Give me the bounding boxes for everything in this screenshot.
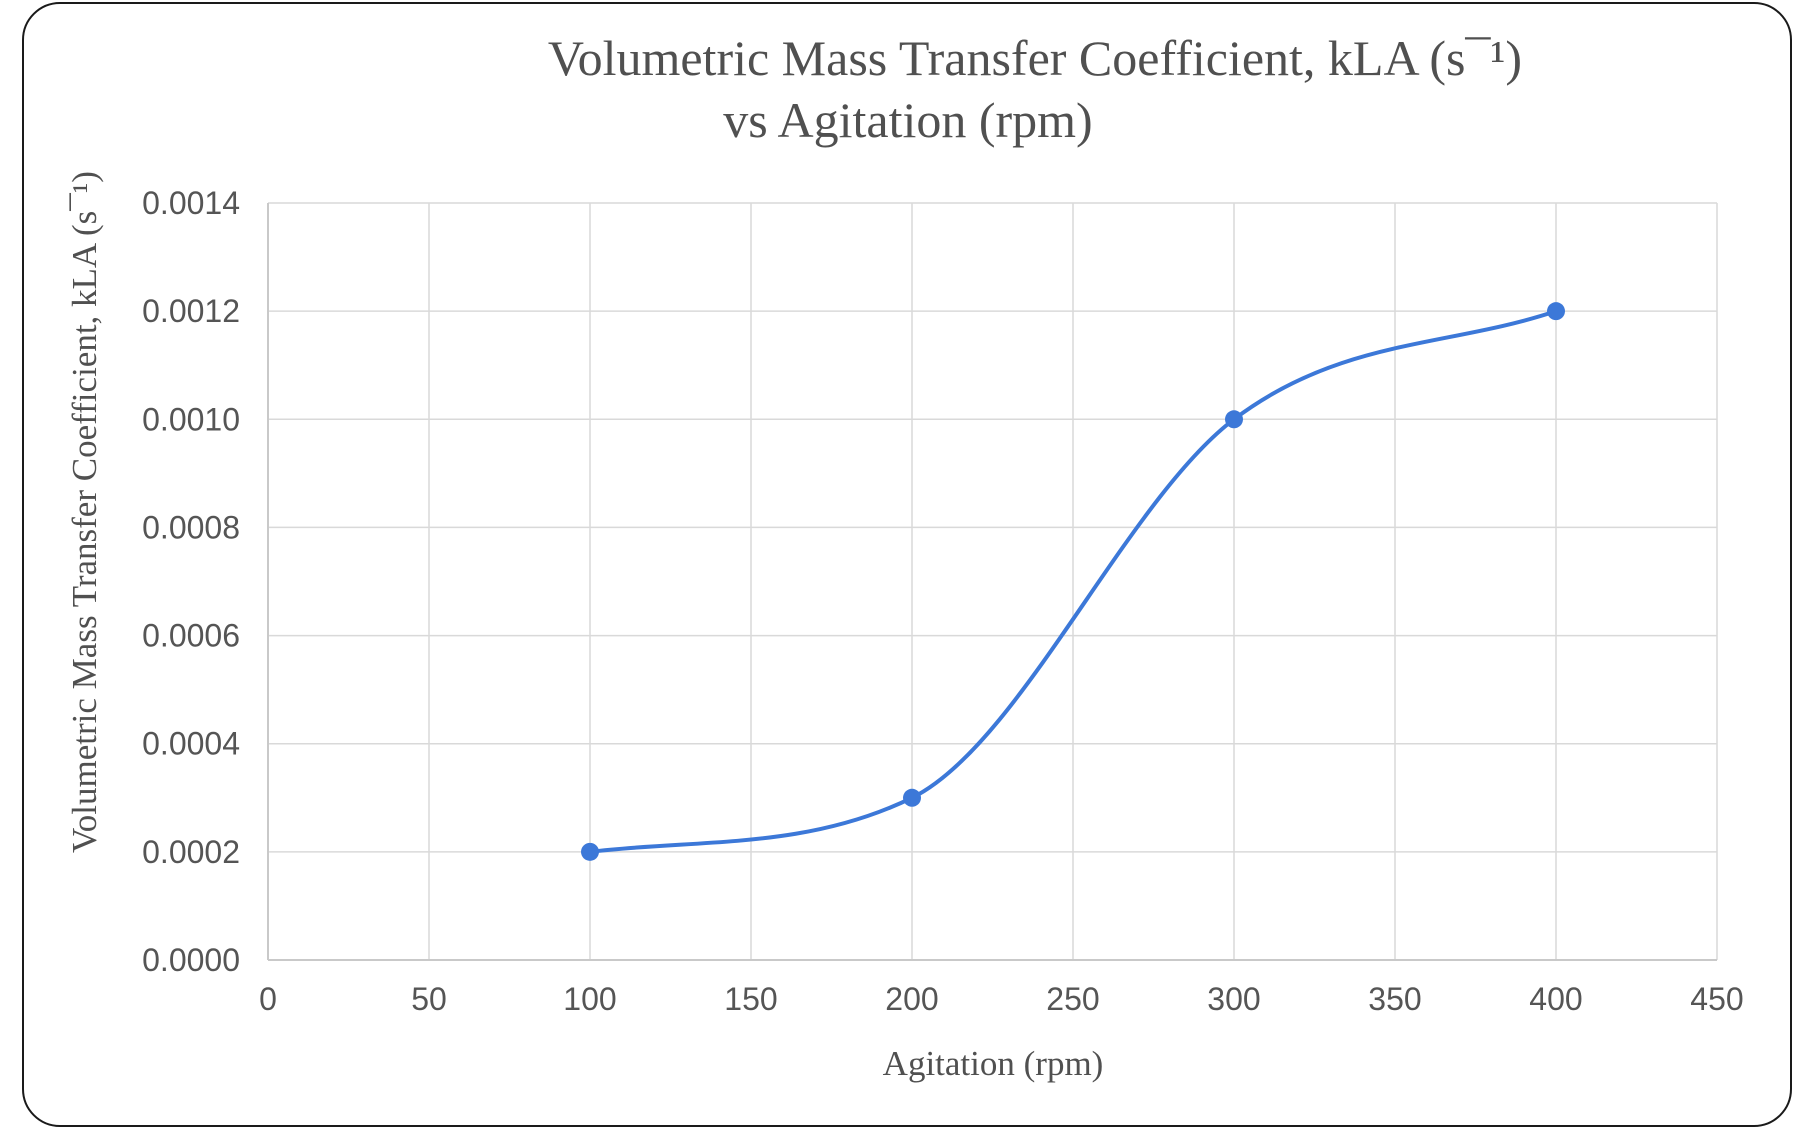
y-tick-label: 0.0008 [142,509,240,545]
y-tick-label: 0.0010 [142,401,240,437]
chart-title-line-2: vs Agitation (rpm) [723,92,1092,148]
y-tick-label: 0.0002 [142,834,240,870]
x-tick-label: 300 [1207,981,1260,1017]
x-tick-label: 250 [1046,981,1099,1017]
label-layer: 0 50 100 150 200 250 300 350 400 450 0.0000 0.0002 0… [142,185,1744,1017]
x-tick-label: 350 [1368,981,1421,1017]
y-tick-label: 0.0006 [142,618,240,654]
y-tick-label: 0.0000 [142,942,240,978]
data-point [1547,302,1565,321]
x-tick-label: 0 [259,981,277,1017]
data-point [581,842,599,861]
x-tick-label: 400 [1529,981,1582,1017]
chart-title-line-1: Volumetric Mass Transfer Coefficient, kL… [548,30,1522,86]
series-line [588,309,1558,854]
axis-layer [267,203,1717,961]
chart-frame [22,2,1792,1127]
y-tick-label: 0.0014 [142,185,240,221]
x-tick-label: 50 [411,981,447,1017]
x-tick-label: 200 [885,981,938,1017]
y-tick-label: 0.0012 [142,293,240,329]
series-layer [581,302,1565,861]
y-axis-title: Volumetric Mass Transfer Coefficient, kL… [65,171,104,853]
x-tick-label: 100 [563,981,616,1017]
grid-layer [268,202,1718,960]
x-axis-title: Agitation (rpm) [883,1044,1104,1083]
data-point [1225,410,1243,429]
y-tick-label: 0.0004 [142,726,240,762]
x-tick-label: 150 [724,981,777,1017]
x-tick-label: 450 [1690,981,1743,1017]
data-point [903,788,921,807]
